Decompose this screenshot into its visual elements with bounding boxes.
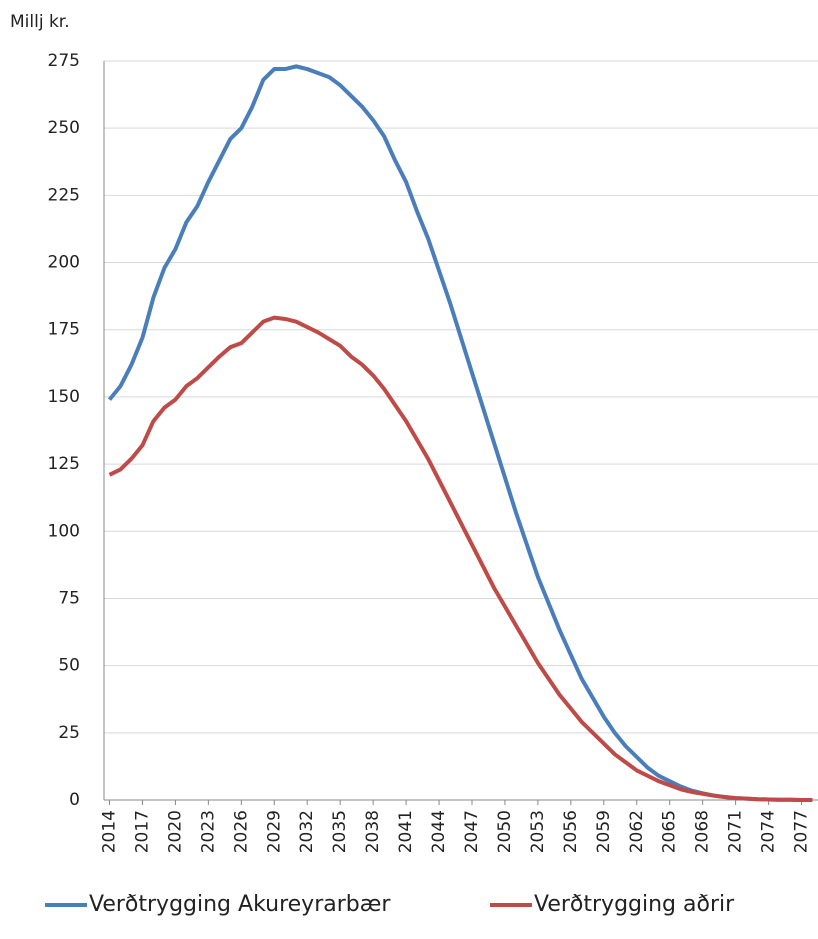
x-tick-label: 2050	[495, 810, 515, 853]
x-tick-label: 2038	[363, 810, 383, 853]
x-tick-label: 2035	[330, 810, 350, 853]
y-tick-label: 250	[48, 118, 80, 138]
y-tick-label: 225	[48, 185, 80, 205]
y-tick-label: 75	[58, 588, 80, 608]
y-tick-label: 150	[48, 387, 80, 407]
x-tick-label: 2071	[726, 810, 746, 853]
series-line	[108, 315, 813, 802]
x-tick-label: 2065	[660, 810, 680, 853]
x-tick-label: 2047	[462, 810, 482, 853]
series-line	[107, 64, 813, 802]
legend-label: Verðtrygging aðrir	[534, 892, 735, 917]
y-tick-label: 125	[48, 454, 80, 474]
x-tick-label: 2029	[264, 810, 284, 853]
y-tick-label: 100	[48, 521, 80, 541]
x-tick-label: 2023	[198, 810, 218, 853]
x-tick-label: 2053	[528, 810, 548, 853]
y-tick-label: 50	[58, 656, 80, 676]
x-tick-label: 2056	[561, 810, 581, 853]
x-tick-label: 2062	[627, 810, 647, 853]
x-tick-label: 2074	[759, 810, 779, 853]
x-tick-label: 2077	[792, 810, 812, 853]
x-tick-label: 2014	[99, 810, 119, 853]
y-tick-label: 175	[48, 320, 80, 340]
y-tick-label: 200	[48, 253, 80, 273]
x-tick-label: 2068	[693, 810, 713, 853]
y-axis-label: Millj kr.	[10, 12, 70, 32]
x-tick-label: 2041	[396, 810, 416, 853]
x-tick-label: 2026	[231, 810, 251, 853]
x-tick-label: 2032	[297, 810, 317, 853]
y-tick-label: 275	[48, 51, 80, 71]
x-tick-label: 2017	[132, 810, 152, 853]
y-tick-label: 0	[69, 790, 80, 810]
y-tick-label: 25	[58, 723, 80, 743]
x-tick-label: 2044	[429, 810, 449, 853]
x-tick-label: 2059	[594, 810, 614, 853]
legend-label: Verðtrygging Akureyrarbær	[89, 892, 391, 917]
x-tick-label: 2020	[165, 810, 185, 853]
